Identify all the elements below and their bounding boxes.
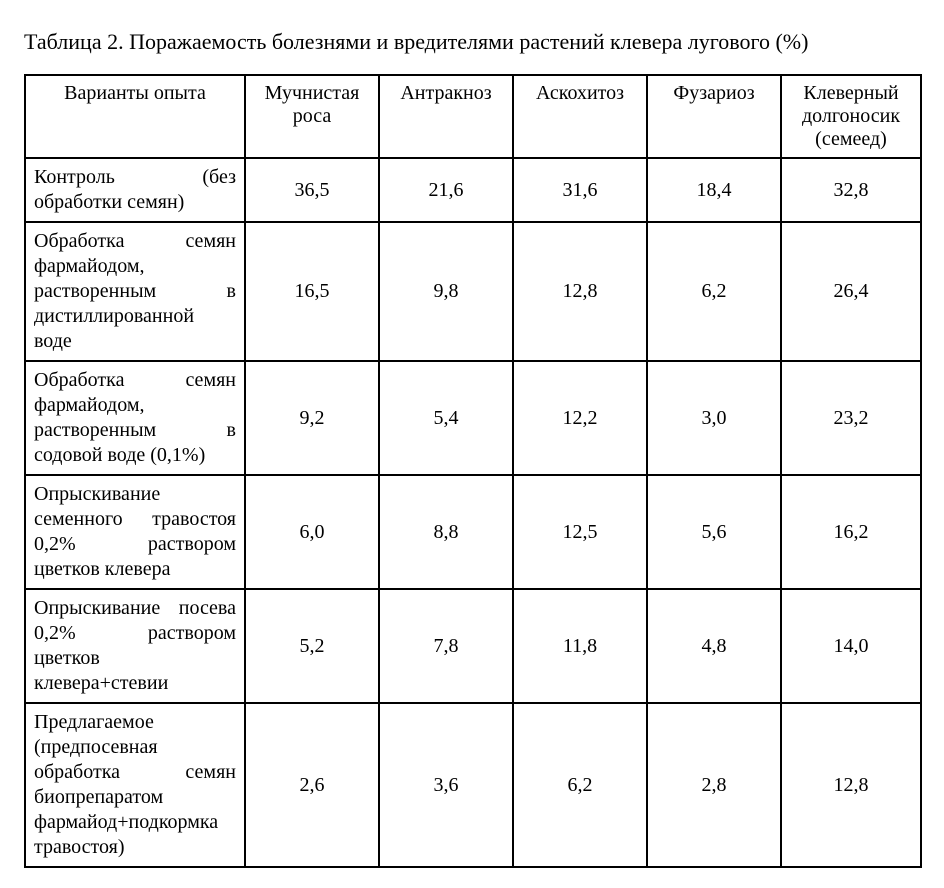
col-header-4: Фузариоз xyxy=(647,75,781,158)
table-row: Контроль (без обработки семян) 36,5 21,6… xyxy=(25,158,921,222)
value-cell: 16,5 xyxy=(245,222,379,361)
col-header-3: Аскохитоз xyxy=(513,75,647,158)
variant-cell: Обработка семян фармайодом, растворенным… xyxy=(25,222,245,361)
variant-cell: Опрыскивание семенного травостоя 0,2% ра… xyxy=(25,475,245,589)
variant-cell: Опрыскивание посева 0,2% раствором цветк… xyxy=(25,589,245,703)
value-cell: 16,2 xyxy=(781,475,921,589)
table-row: Предлагаемое (предпосевная обработка сем… xyxy=(25,703,921,867)
col-header-2: Антракноз xyxy=(379,75,513,158)
table-caption: Таблица 2. Поражаемость болезнями и вред… xyxy=(24,20,920,64)
value-cell: 2,6 xyxy=(245,703,379,867)
value-cell: 32,8 xyxy=(781,158,921,222)
col-header-1: Мучнистая роса xyxy=(245,75,379,158)
value-cell: 3,6 xyxy=(379,703,513,867)
table-row: Опрыскивание посева 0,2% раствором цветк… xyxy=(25,589,921,703)
table-row: Опрыскивание семенного травостоя 0,2% ра… xyxy=(25,475,921,589)
value-cell: 7,8 xyxy=(379,589,513,703)
value-cell: 3,0 xyxy=(647,361,781,475)
value-cell: 21,6 xyxy=(379,158,513,222)
col-header-variant: Варианты опыта xyxy=(25,75,245,158)
col-header-5: Клеверный долгоносик (семеед) xyxy=(781,75,921,158)
value-cell: 9,2 xyxy=(245,361,379,475)
value-cell: 12,5 xyxy=(513,475,647,589)
value-cell: 8,8 xyxy=(379,475,513,589)
table-row: Обработка семян фармайодом, растворенным… xyxy=(25,222,921,361)
value-cell: 14,0 xyxy=(781,589,921,703)
value-cell: 4,8 xyxy=(647,589,781,703)
table-row: Обработка семян фармайодом, растворенным… xyxy=(25,361,921,475)
value-cell: 31,6 xyxy=(513,158,647,222)
value-cell: 12,8 xyxy=(781,703,921,867)
value-cell: 12,2 xyxy=(513,361,647,475)
value-cell: 5,6 xyxy=(647,475,781,589)
value-cell: 36,5 xyxy=(245,158,379,222)
variant-cell: Обработка семян фармайодом, растворенным… xyxy=(25,361,245,475)
value-cell: 6,2 xyxy=(513,703,647,867)
value-cell: 5,2 xyxy=(245,589,379,703)
data-table: Варианты опыта Мучнистая роса Антракноз … xyxy=(24,74,922,868)
variant-cell: Контроль (без обработки семян) xyxy=(25,158,245,222)
value-cell: 11,8 xyxy=(513,589,647,703)
value-cell: 6,2 xyxy=(647,222,781,361)
value-cell: 2,8 xyxy=(647,703,781,867)
value-cell: 26,4 xyxy=(781,222,921,361)
value-cell: 9,8 xyxy=(379,222,513,361)
value-cell: 5,4 xyxy=(379,361,513,475)
value-cell: 18,4 xyxy=(647,158,781,222)
value-cell: 12,8 xyxy=(513,222,647,361)
value-cell: 6,0 xyxy=(245,475,379,589)
variant-cell: Предлагаемое (предпосевная обработка сем… xyxy=(25,703,245,867)
table-header-row: Варианты опыта Мучнистая роса Антракноз … xyxy=(25,75,921,158)
value-cell: 23,2 xyxy=(781,361,921,475)
